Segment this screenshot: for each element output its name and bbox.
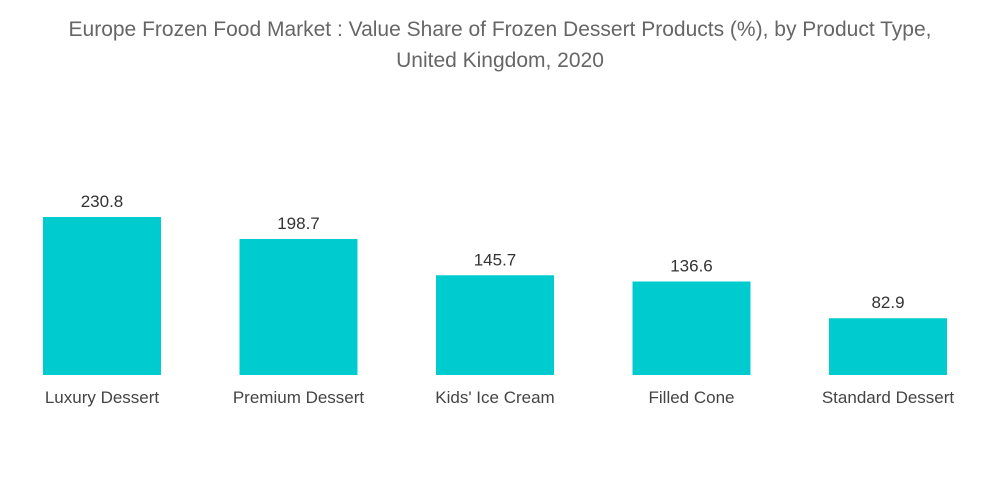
bar-4 [829,318,947,375]
bar-3 [632,281,751,375]
x-tick-label-2: Kids' Ice Cream [435,388,554,407]
chart-title: Europe Frozen Food Market : Value Share … [0,14,1000,76]
bar-1 [239,238,358,375]
bar-0 [43,217,161,375]
x-tick-label-1: Premium Dessert [233,388,365,407]
data-label-2: 145.7 [474,250,517,269]
chart-title-line-2: United Kingdom, 2020 [396,49,604,72]
data-label-1: 198.7 [277,214,320,233]
data-label-0: 230.8 [81,192,124,211]
x-tick-label-3: Filled Cone [649,388,735,407]
data-label-4: 82.9 [871,293,904,312]
chart-title-line-1: Europe Frozen Food Market : Value Share … [68,18,932,41]
x-tick-label-4: Standard Dessert [822,388,955,407]
bar-2 [436,275,554,375]
x-tick-label-0: Luxury Dessert [45,388,160,407]
data-label-3: 136.6 [670,256,713,275]
